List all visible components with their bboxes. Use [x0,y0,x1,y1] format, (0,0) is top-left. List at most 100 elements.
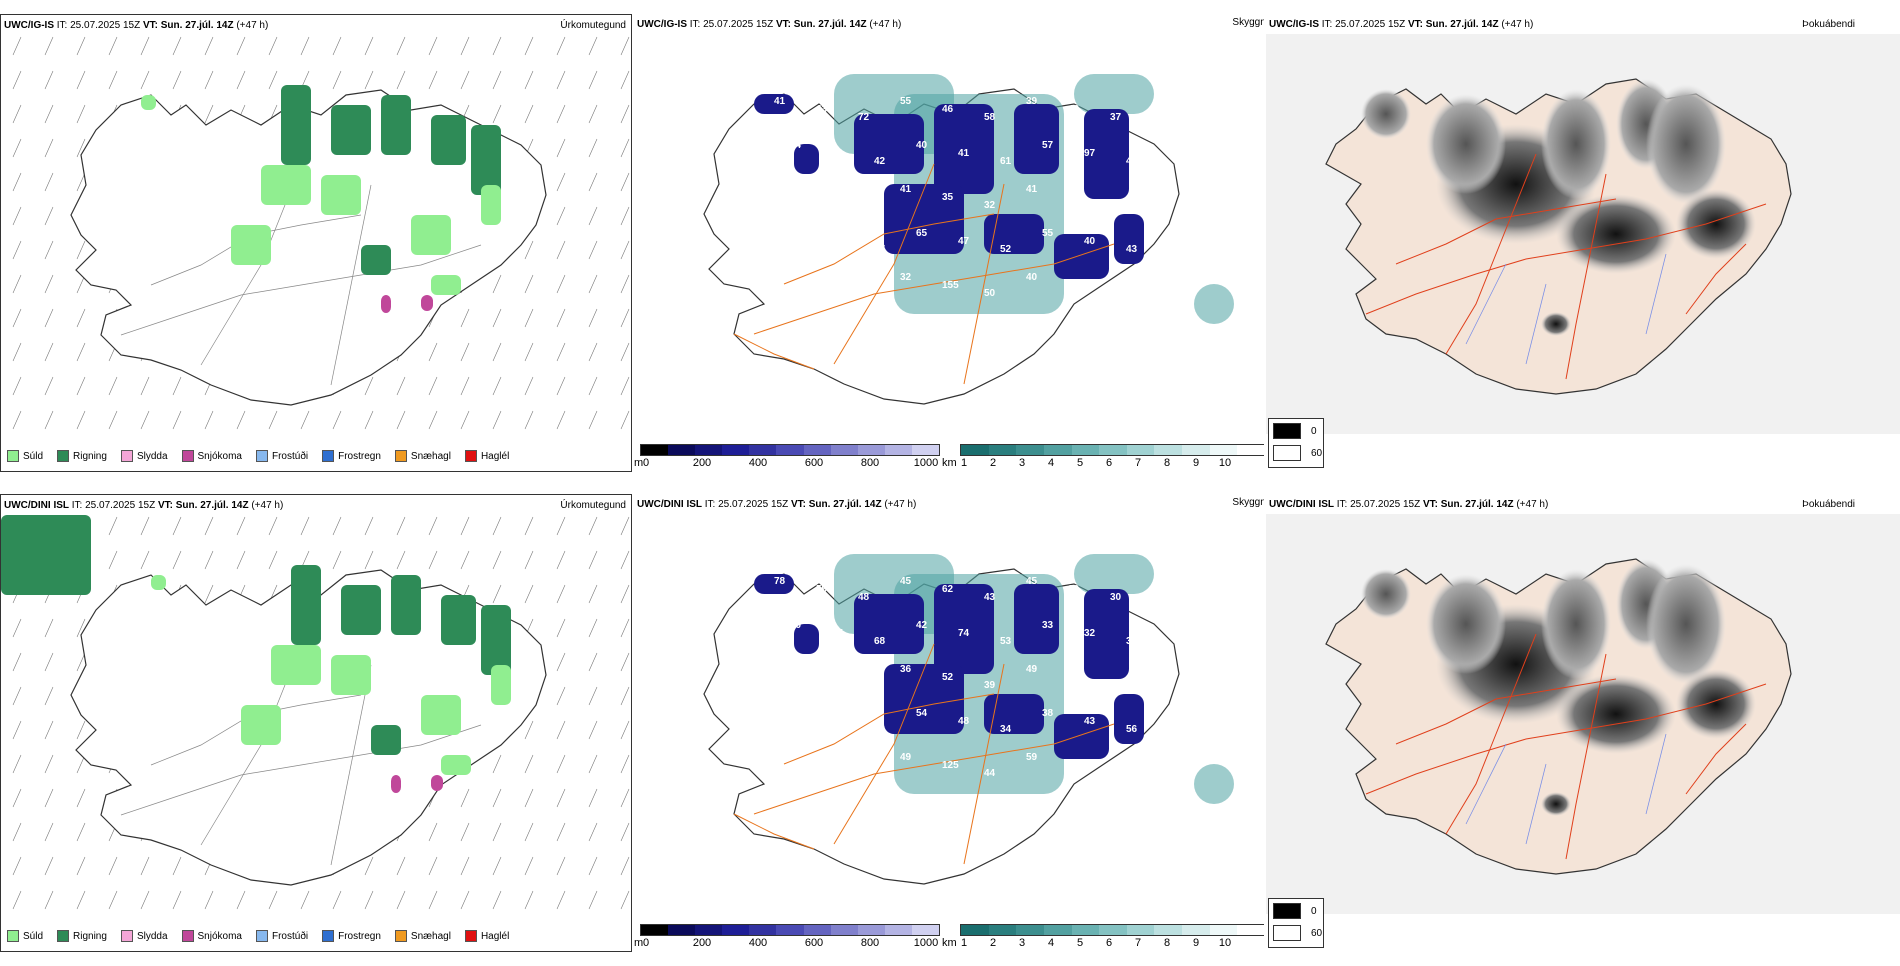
colorbar-segment [1209,925,1238,935]
precip-area [431,775,443,791]
colorbar-segment [722,445,750,455]
wind-barb [556,822,566,842]
legend-swatch [322,930,335,942]
cloud-base-value: 32 [900,272,912,283]
cloud-base-value: 32 [790,228,802,239]
cloud-base-value: 39 [984,680,996,691]
wind-barb [556,410,566,430]
cloud-base-value: 43 [1084,716,1096,727]
wind-barb [428,890,438,910]
wind-barb [76,240,86,260]
wind-barb [492,36,502,56]
colorbar-tick: 600 [804,937,824,949]
wind-barb [556,274,566,294]
colorbar-tick: 5 [1076,937,1084,949]
visibility-area [1074,74,1154,114]
wind-barb [460,822,470,842]
wind-barb [620,138,630,158]
cloud-base-value: 97 [1084,148,1096,159]
it-value: 25.07.2025 15Z [70,20,141,31]
wind-barb [524,410,534,430]
vt-label: VT: [157,500,173,511]
cloud-base-value: 32 [1084,628,1096,639]
wind-barb [492,308,502,328]
wind-barb [556,104,566,124]
wind-barb [204,36,214,56]
colorbar-segment [911,445,940,455]
legend-label: Snjókoma [197,930,242,942]
colorbar-segment [749,445,777,455]
precip-area [481,605,511,675]
wind-barb [236,550,246,570]
fog-legend-value: 0 [1311,425,1317,437]
wind-barb [620,754,630,774]
colorbar-tick: 4 [1047,937,1055,949]
cloud-base-value: 45 [816,192,828,203]
fog-legend-swatch [1273,925,1301,941]
wind-barb [12,240,22,260]
it-label: IT: [704,499,716,510]
legend-label: Haglél [480,930,510,942]
cloud-base-value: 45 [900,576,912,587]
wind-barb [76,890,86,910]
wind-barb [332,410,342,430]
legend-item: Frostúði [255,450,308,462]
wind-barb [12,172,22,192]
cloud-base-value: 47 [1110,680,1122,691]
cloud-base-value: 39 [858,200,870,211]
legend-swatch [255,450,268,462]
wind-barb [460,308,470,328]
wind-barb [524,516,534,536]
cloud-base-value: 42 [874,156,886,167]
precip-type-panel: UWC/IG-IS IT: 25.07.2025 15Z VT: Sun. 27… [0,14,632,472]
colorbars: m 0 200 400 600 800 1000 km 1 2 3 4 5 6 7 8 9 10 [634,922,1264,952]
colorbar-tick: 1 [960,457,968,469]
wind-barb [44,856,54,876]
colorbar-tick: 1 [960,937,968,949]
legend-swatch [120,930,133,942]
wind-barb [620,342,630,362]
wind-barb [556,720,566,740]
colorbar-segment [803,925,831,935]
wind-barb [460,550,470,570]
wind-barb [76,342,86,362]
wind-barb [620,686,630,706]
legend-item: Súld [7,930,43,942]
cloud-base-area [794,624,819,654]
wind-barb [460,890,470,910]
wind-barb [428,516,438,536]
colorbar-segment [1016,925,1044,935]
cloud-base-value: 40 [1084,236,1096,247]
wind-barb [364,376,374,396]
model-name: UWC/DINI ISL [1269,499,1334,510]
wind-barb [588,618,598,638]
cloud-base-value: 59 [816,584,828,595]
wind-barb [396,856,406,876]
cloud-base-value: 61 [1000,156,1012,167]
cloud-base-value: 48 [832,716,844,727]
colorbar-tick: 1000 [913,937,939,949]
wind-barb [44,240,54,260]
fog-legend-item: 60 [1273,925,1322,941]
wind-barb [556,754,566,774]
wind-barb [556,652,566,672]
model-name: UWC/DINI ISL [4,500,69,511]
colorbar-segment [1016,445,1044,455]
cloud-base-value: 40 [1126,156,1138,167]
height-colorbar [640,924,940,936]
wind-barb [76,720,86,740]
legend-item: Frostregn [322,930,381,942]
wind-barb [556,890,566,910]
cloud-base-value: 65 [916,228,928,239]
wind-barb [620,410,630,430]
road-network [1365,153,1767,380]
wind-barb [492,856,502,876]
it-value: 25.07.2025 15Z [703,19,774,30]
cloud-base-areas [754,94,1144,279]
precip-area [151,575,166,590]
panel-title: Úrkomutegund [560,20,626,31]
colorbar-segment [830,925,858,935]
colorbar-tick: 3 [1018,457,1026,469]
fog-legend-swatch [1273,445,1301,461]
cloud-base-value: 38 [1126,636,1138,647]
